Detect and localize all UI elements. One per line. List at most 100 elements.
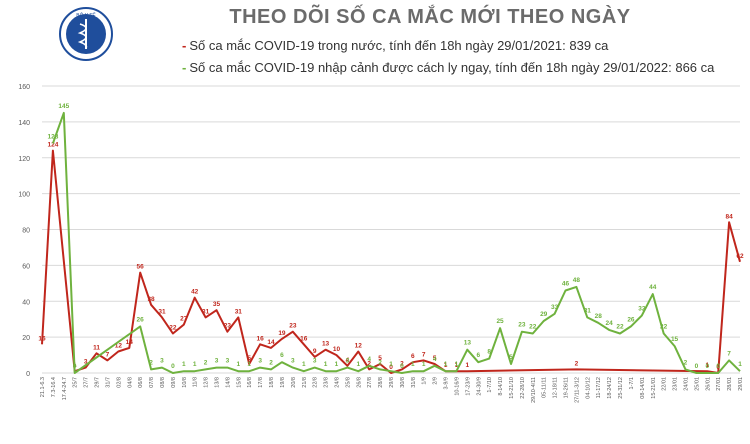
y-tick-label: 40 <box>22 299 30 306</box>
x-tick-label: 22/01 <box>662 377 668 391</box>
data-label: 2 <box>400 360 404 367</box>
page-title: THEO DÕI SỐ CA MẮC MỚI THEO NGÀY <box>229 6 631 28</box>
x-tick-label: 30/8 <box>400 377 406 388</box>
x-tick-label: 24/8 <box>334 377 340 388</box>
data-label: 1 <box>455 361 459 368</box>
legend-domestic-label: Số ca mắc COVID-19 trong nước, tính đến … <box>189 38 609 53</box>
data-label: 3 <box>226 358 230 365</box>
data-label: 1 <box>302 361 306 368</box>
data-label: 2 <box>269 359 273 366</box>
data-label: 38 <box>147 296 155 303</box>
data-label: 12 <box>115 342 123 349</box>
data-label: 6 <box>411 353 415 360</box>
x-tick-label: 15/8 <box>236 377 242 388</box>
data-label: 26 <box>137 316 145 323</box>
x-tick-label: 31/8 <box>411 377 417 388</box>
x-tick-label: 09/8 <box>171 377 177 388</box>
data-label: 22 <box>616 324 624 331</box>
data-label: 23 <box>518 322 526 329</box>
x-tick-label: 12-18/11 <box>553 377 559 398</box>
x-tick-label: 10-16/9 <box>454 377 460 396</box>
x-tick-label: 15-21/10 <box>509 377 515 399</box>
y-tick-label: 60 <box>22 263 30 270</box>
data-label: 23 <box>224 323 232 330</box>
data-label: 15 <box>671 336 679 343</box>
data-label: 1 <box>247 361 251 368</box>
data-label: 3 <box>346 358 350 365</box>
data-label: 1 <box>466 362 470 369</box>
y-tick-label: 140 <box>18 120 30 127</box>
data-label: 0 <box>695 363 699 370</box>
data-label: 1 <box>324 361 328 368</box>
data-label: 29 <box>540 311 548 318</box>
x-tick-label: 27/01 <box>716 377 722 391</box>
x-tick-label: 12/8 <box>204 377 210 388</box>
x-tick-label: 25/7 <box>73 377 79 388</box>
data-label: 1 <box>422 361 426 368</box>
x-tick-label: 29/10-4/11 <box>531 377 537 403</box>
x-tick-label: 27/11-3/12 <box>574 377 580 403</box>
x-tick-label: 25/01 <box>694 377 700 391</box>
data-label: 1 <box>444 362 448 369</box>
data-label: 3 <box>258 358 262 365</box>
data-label: 62 <box>736 253 744 260</box>
data-label: 12 <box>355 342 363 349</box>
data-label: 44 <box>649 284 657 291</box>
data-label: 14 <box>126 339 134 346</box>
x-tick-label: 10/8 <box>182 377 188 388</box>
x-tick-label: 27/8 <box>367 377 373 388</box>
legend-domestic-marker: - <box>182 38 187 53</box>
x-tick-label: 25/8 <box>345 377 351 388</box>
x-tick-label: 1-7/1 <box>629 377 635 390</box>
x-tick-label: 23/8 <box>324 377 330 388</box>
data-label: 1 <box>182 361 186 368</box>
data-label: 48 <box>573 277 581 284</box>
legend-domestic: - Số ca mắc COVID-19 trong nước, tính đến… <box>182 38 608 53</box>
data-label: 3 <box>313 358 317 365</box>
data-label: 4 <box>346 357 350 364</box>
data-label: 13 <box>464 340 472 347</box>
data-label: 4 <box>433 356 437 363</box>
data-label: 27 <box>180 316 188 323</box>
data-label: 3 <box>160 358 164 365</box>
x-tick-label: 02/8 <box>116 377 122 388</box>
data-label: 0 <box>705 363 709 370</box>
data-label: 0 <box>400 363 404 370</box>
x-tick-label: 1-7/10 <box>487 377 493 393</box>
data-label: 84 <box>725 213 733 220</box>
data-label: 1 <box>455 362 459 369</box>
data-label: 16 <box>300 335 308 342</box>
x-tick-label: 22/8 <box>313 377 319 388</box>
data-label: 1 <box>237 361 241 368</box>
data-label: 8 <box>487 349 491 356</box>
x-tick-label: 06/8 <box>138 377 144 388</box>
svg-text:BỘ Y TẾ: BỘ Y TẾ <box>76 12 96 19</box>
x-tick-label: 29/8 <box>389 377 395 388</box>
x-tick-label: 14/8 <box>225 377 231 388</box>
y-tick-label: 0 <box>26 371 30 378</box>
x-tick-label: 28/8 <box>378 377 384 388</box>
data-label: 145 <box>58 103 69 110</box>
data-label: 16 <box>38 335 46 342</box>
legend-imported-marker: - <box>182 60 187 75</box>
x-tick-label: 2/9 <box>433 377 439 385</box>
x-tick-label: 11/8 <box>193 377 199 387</box>
data-label: 2 <box>575 360 579 367</box>
x-tick-label: 20/8 <box>291 377 297 388</box>
x-tick-label: 04-10/12 <box>585 377 591 399</box>
data-label: 2 <box>367 360 371 367</box>
data-label: 28 <box>595 313 603 320</box>
x-tick-label: 29/01 <box>738 377 744 391</box>
data-label: 22 <box>660 324 668 331</box>
data-label: 14 <box>267 339 275 346</box>
data-label: 124 <box>47 142 58 149</box>
x-tick-label: 26/8 <box>356 377 362 388</box>
data-label: 1 <box>389 361 393 368</box>
data-label: 7 <box>727 350 731 357</box>
series-line-domestic <box>41 149 741 374</box>
data-label: 4 <box>367 356 371 363</box>
x-tick-label: 27/7 <box>84 377 90 388</box>
data-label: 7 <box>106 351 110 358</box>
data-label: 1 <box>335 361 339 368</box>
data-label: 42 <box>191 289 199 296</box>
